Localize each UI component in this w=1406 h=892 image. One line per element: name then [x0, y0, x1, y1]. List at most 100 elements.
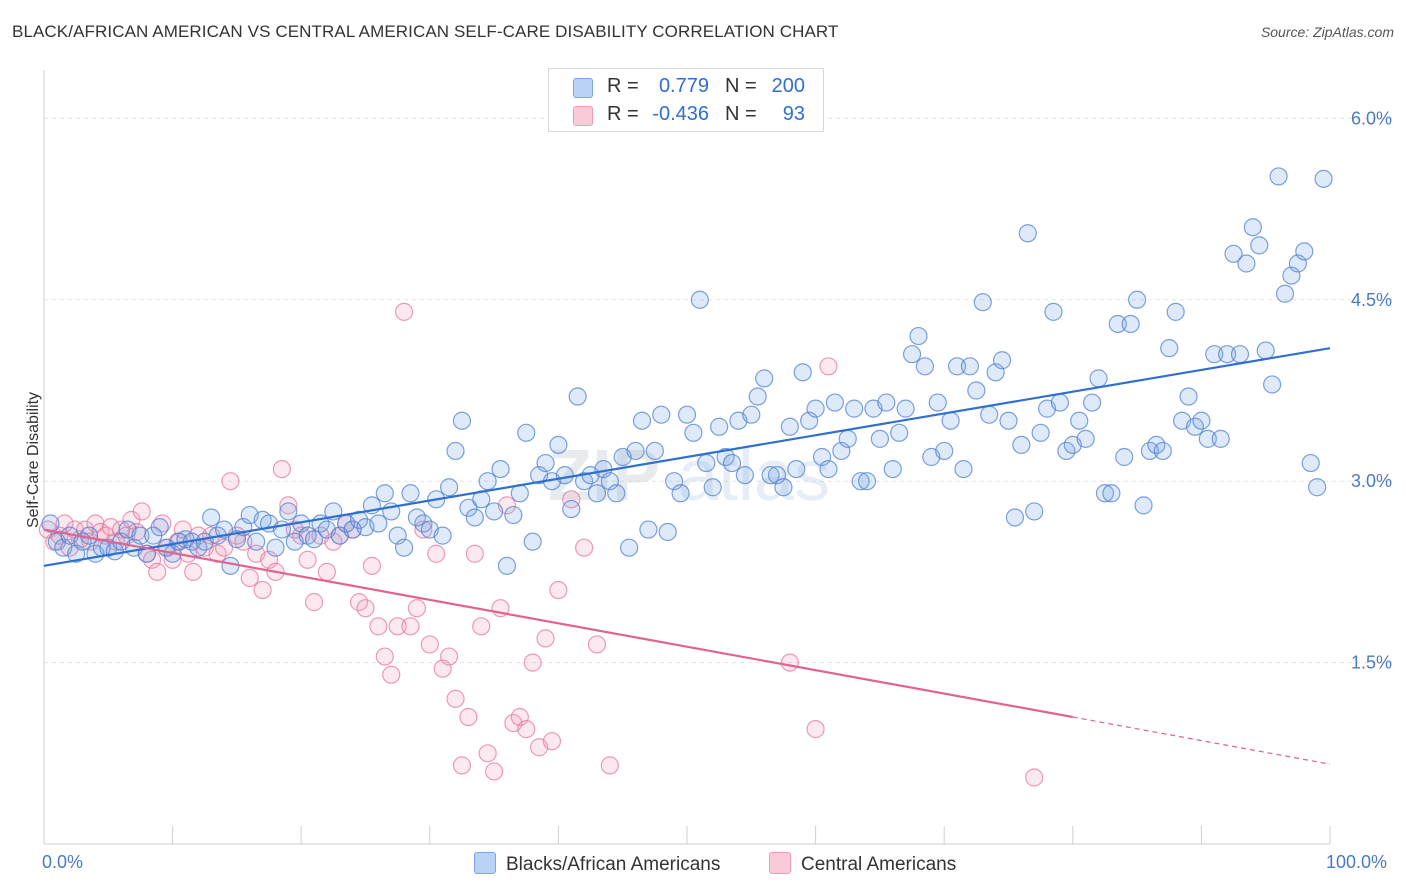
- data-point-black-african-american: [883, 459, 902, 479]
- data-point-central-american: [478, 744, 497, 763]
- data-point-black-african-american: [587, 484, 607, 503]
- data-point-black-african-american: [1134, 496, 1153, 515]
- data-point-black-african-american: [562, 499, 581, 519]
- data-point-black-african-american: [1301, 453, 1320, 473]
- y-axis-label: Self-Care Disability: [25, 391, 42, 529]
- data-point-black-african-american: [735, 466, 754, 485]
- bottom-legend-swatch-pink: [769, 852, 791, 874]
- data-point-central-american: [148, 562, 167, 581]
- data-point-black-african-american: [485, 502, 504, 521]
- data-point-black-african-american: [825, 393, 844, 412]
- data-point-black-african-american: [954, 459, 973, 479]
- data-point-black-african-american: [684, 423, 703, 442]
- data-point-black-african-american: [703, 478, 722, 497]
- bottom-legend-label-blue: Blacks/African Americans: [506, 854, 721, 875]
- data-point-black-african-american: [915, 357, 935, 376]
- data-point-black-african-american: [1121, 314, 1140, 334]
- data-point-central-american: [362, 556, 382, 575]
- data-point-black-african-american: [1082, 393, 1102, 412]
- data-point-black-african-american: [941, 411, 960, 430]
- legend-n-value: 93: [782, 103, 805, 125]
- data-point-black-african-american: [478, 472, 497, 491]
- data-point-black-african-american: [1295, 242, 1314, 261]
- data-point-central-american: [240, 568, 259, 588]
- trend-line-blacks: [43, 347, 1331, 567]
- data-point-central-american: [272, 459, 292, 479]
- data-point-black-african-american: [549, 435, 568, 455]
- data-point-black-african-american: [1115, 447, 1134, 467]
- data-point-black-african-american: [671, 484, 690, 503]
- data-point-central-american: [465, 544, 484, 563]
- axes: [43, 70, 1331, 845]
- data-point-black-african-american: [401, 484, 420, 503]
- data-point-central-american: [575, 538, 594, 557]
- data-point-black-african-american: [992, 351, 1012, 370]
- data-point-black-african-american: [1025, 502, 1044, 521]
- data-point-black-african-american: [787, 459, 806, 479]
- data-point-black-african-american: [131, 526, 150, 545]
- watermark: ZIP atlas: [548, 436, 830, 516]
- data-point-central-american: [253, 580, 272, 600]
- data-point-central-american: [452, 756, 472, 775]
- data-point-central-american: [369, 617, 388, 636]
- bottom-legend-central-americans: Central Americans: [769, 852, 956, 876]
- data-point-black-african-american: [710, 417, 729, 436]
- data-point-black-african-american: [497, 556, 517, 575]
- data-point-black-african-american: [877, 393, 896, 412]
- data-point-black-african-american: [304, 530, 324, 549]
- legend-r-label: R =: [607, 103, 639, 125]
- data-point-black-african-american: [1044, 302, 1063, 321]
- data-point-black-african-american: [626, 441, 645, 461]
- legend-n-label: N =: [725, 103, 757, 125]
- data-point-black-african-american: [1031, 423, 1050, 442]
- data-point-central-american: [472, 617, 491, 636]
- data-point-black-african-american: [491, 459, 510, 479]
- data-point-central-american: [132, 502, 151, 521]
- data-point-black-african-american: [780, 417, 799, 436]
- data-point-black-african-american: [452, 411, 472, 430]
- data-point-central-american: [485, 762, 504, 781]
- data-point-black-african-american: [1205, 345, 1224, 364]
- data-point-black-african-american: [755, 369, 774, 388]
- correlation-legend: R = 0.779 N = 200 R = -0.436 N = 93: [548, 68, 824, 132]
- legend-r-value: 0.779: [658, 75, 709, 97]
- data-point-central-american: [562, 490, 581, 509]
- data-point-black-african-american: [851, 472, 870, 491]
- data-point-black-african-american: [1018, 224, 1037, 243]
- watermark-zip: ZIP: [548, 436, 660, 516]
- data-point-black-african-american: [433, 526, 452, 545]
- data-point-central-american: [600, 756, 619, 775]
- data-point-central-american: [587, 635, 607, 654]
- chart-title: BLACK/AFRICAN AMERICAN VS CENTRAL AMERIC…: [12, 22, 839, 41]
- data-point-black-african-american: [819, 459, 838, 479]
- grid-lines: [44, 117, 1392, 664]
- data-point-black-african-american: [935, 441, 954, 461]
- data-point-central-american: [55, 514, 74, 533]
- data-point-black-african-american: [1070, 411, 1089, 430]
- data-point-black-african-american: [1166, 302, 1185, 321]
- data-point-black-african-american: [1237, 254, 1256, 273]
- data-point-black-african-american: [748, 387, 767, 406]
- data-point-black-african-american: [632, 411, 652, 430]
- trend-line-central-americans-extrapolated: [1072, 716, 1331, 765]
- data-point-central-american: [523, 653, 542, 672]
- data-point-central-american: [304, 593, 324, 612]
- data-point-black-african-american: [150, 518, 169, 537]
- data-point-black-african-american: [555, 466, 574, 485]
- data-point-black-african-american: [677, 405, 697, 424]
- data-point-black-african-american: [1179, 387, 1198, 406]
- data-point-black-african-american: [1256, 341, 1275, 360]
- data-point-black-african-american: [369, 514, 388, 533]
- trend-lines: [43, 347, 1331, 765]
- data-point-black-african-american: [845, 399, 864, 418]
- bottom-legend-label-pink: Central Americans: [801, 854, 957, 875]
- data-point-black-african-american: [658, 522, 677, 542]
- data-point-black-african-american: [465, 508, 484, 527]
- data-point-black-african-american: [896, 399, 915, 418]
- data-point-black-african-american: [1127, 290, 1147, 309]
- data-point-black-african-american: [349, 510, 369, 529]
- data-point-black-african-american: [973, 293, 992, 312]
- data-point-black-african-american: [394, 538, 414, 557]
- data-point-central-american: [536, 629, 555, 648]
